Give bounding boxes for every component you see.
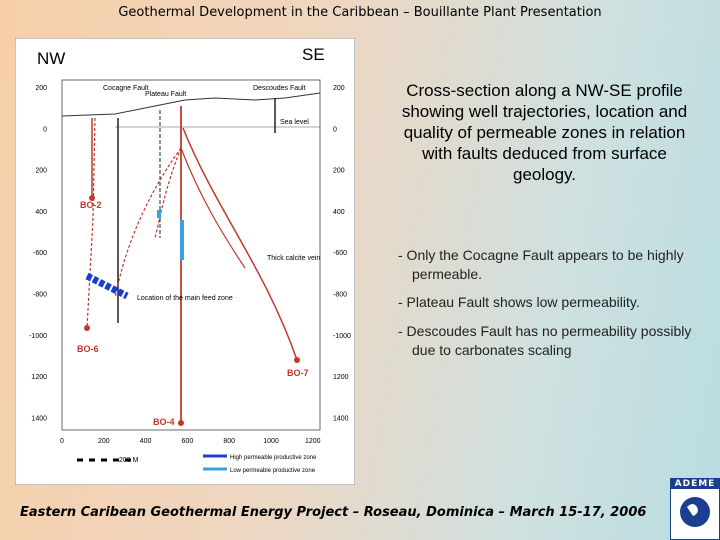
footer: Eastern Caribean Geothermal Energy Proje…	[20, 505, 647, 520]
depth-label: 200	[333, 85, 345, 92]
calcite-label: Thick calcite vein	[267, 255, 320, 262]
depth-label: 400	[35, 209, 47, 216]
distance-label: 200	[98, 438, 110, 445]
depth-label: 1200	[333, 374, 349, 381]
legend-item: High permeable productive zone	[230, 455, 317, 461]
depth-label: 200	[35, 85, 47, 92]
well-label: BO-4	[153, 417, 175, 427]
depth-label: 0	[43, 126, 47, 133]
depth-label: 1400	[333, 415, 349, 422]
fault-label: Plateau Fault	[145, 91, 186, 98]
description: Cross-section along a NW-SE profile show…	[401, 81, 688, 184]
depth-label: 200	[35, 168, 47, 175]
distance-label: 400	[140, 438, 152, 445]
section-drawing	[61, 79, 321, 471]
depth-label: -800	[33, 292, 47, 299]
distance-label: 0	[60, 438, 64, 445]
sea-level-label: Sea level	[280, 119, 309, 126]
well-label: BO-2	[80, 200, 102, 210]
distance-label: 1200	[305, 438, 321, 445]
distance-label: 600	[182, 438, 194, 445]
well-label: BO-7	[287, 368, 309, 378]
bullet: - Descoudes Fault has no permeability po…	[398, 323, 692, 358]
fault-label: Descoudes Fault	[253, 85, 306, 92]
bullet: - Plateau Fault shows low permeability.	[398, 294, 640, 310]
depth-label: 1400	[31, 415, 47, 422]
feed-zone-label: Location of the main feed zone	[137, 295, 233, 302]
depth-label: -1000	[333, 333, 351, 340]
depth-label: 1200	[31, 374, 47, 381]
cross-section: NW SE Cocagne Fault Plateau Fau	[15, 38, 355, 485]
nw-label: NW	[37, 49, 65, 68]
se-label: SE	[302, 45, 325, 64]
depth-label: 200	[333, 168, 345, 175]
depth-label: -600	[333, 250, 347, 257]
logo-globe	[680, 497, 710, 527]
depth-label: -800	[333, 292, 347, 299]
scale-label: 200 M	[119, 457, 139, 464]
depth-label: -600	[33, 250, 47, 257]
depth-label: 0	[333, 126, 337, 133]
depth-label: 400	[333, 209, 345, 216]
logo: ADEME	[670, 478, 720, 540]
well-label: BO-6	[77, 344, 99, 354]
distance-label: 800	[223, 438, 235, 445]
fault-label: Cocagne Fault	[103, 85, 149, 92]
slide-title: Geothermal Development in the Caribbean …	[118, 5, 602, 20]
logo-text: ADEME	[671, 479, 719, 489]
distance-label: 1000	[263, 438, 279, 445]
bullet: - Only the Cocagne Fault appears to be h…	[398, 247, 684, 282]
figure-frame	[15, 38, 355, 485]
depth-label: -1000	[29, 333, 47, 340]
legend-item: Low permeable productive zone	[230, 468, 316, 474]
